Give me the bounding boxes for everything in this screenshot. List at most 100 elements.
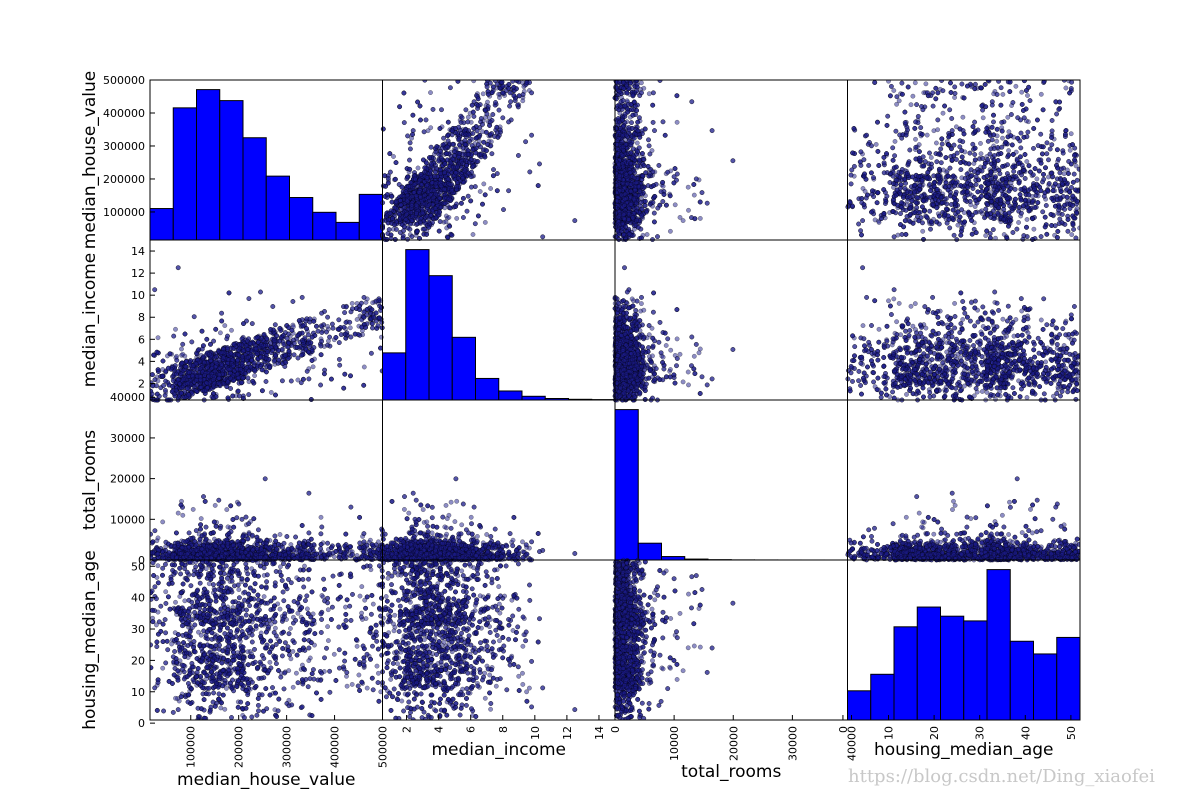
panel-median_house_value-vs-median_house_value [150,89,383,241]
scatter-point [520,98,526,104]
scatter-point [382,173,388,179]
scatter-point [449,232,455,238]
hist-bar-median_house_value-2 [196,89,221,241]
scatter-point [660,199,666,204]
hist-bar-median_house_value-7 [312,211,337,241]
scatter-point [443,219,449,225]
scatter-point [388,232,394,238]
scatter-point [423,117,429,123]
scatter-point [444,144,450,150]
scatter-point [651,210,657,216]
scatter-point [697,199,703,205]
scatter-point [447,181,453,187]
scatter-point [428,90,433,96]
scatter-point [398,202,404,208]
scatter-point [392,176,398,182]
scatter-point [418,216,424,222]
scatter-point [443,173,448,179]
scatter-point [693,176,699,182]
scatter-point [674,171,680,177]
scatter-point [437,171,443,176]
scatter-point [644,232,650,237]
scatter-point [438,155,444,161]
scatter-point [662,132,668,138]
scatter-point [685,184,691,190]
scatter-point [421,129,427,135]
scatter-point [481,139,487,145]
scatter-point [401,90,407,96]
scatter-point [646,137,651,143]
scatter-point [446,196,452,202]
scatter-point [490,173,496,179]
scatter-point [617,89,623,95]
scatter-point [445,133,450,139]
scatter-point [416,189,422,195]
scatter-point [454,215,460,221]
scatter-point [668,228,673,234]
scatter-point [427,155,432,161]
scatter-point [407,166,413,172]
scatter-point [401,224,407,230]
scatter-point [484,84,490,90]
scatter-point [457,142,462,148]
scatter-point [471,80,477,84]
scatter-point [656,162,662,168]
scatter-point [496,107,502,113]
scatter-point [428,125,434,131]
scatter-point [487,132,493,138]
scatter-point [482,192,488,198]
hist-bar-median_house_value-1 [172,107,197,241]
scatter-point [483,129,489,135]
scatter-point [444,157,450,163]
scatter-point [485,91,491,97]
scatter-point [439,107,444,113]
scatter-point [411,182,417,188]
scatter-point [462,142,468,148]
scatter-point [447,223,452,229]
scatter-point [428,144,434,150]
scatter-point [440,142,446,148]
scatter-point [631,146,636,152]
scatter-point [401,120,407,126]
scatter-point [428,212,433,218]
scatter-point [642,126,648,132]
scatter-point [387,169,393,175]
scatter-point [417,103,423,109]
scatter-point [437,209,442,215]
scatter-point [460,161,466,166]
scatter-point [445,119,451,125]
scatter-point [465,148,471,154]
scatter-point [471,114,477,119]
scatter-point [483,148,489,154]
scatter-point [399,184,405,190]
scatter-point [410,128,416,134]
scatter-point [447,163,453,169]
scatter-point [672,202,678,208]
scatter-point [453,170,459,176]
scatter-point [452,149,457,155]
scatter-point [441,187,447,193]
scatter-point [462,168,468,174]
scatter-point [516,153,521,158]
scatter-point [470,232,476,237]
scatter-point [404,211,409,217]
scatter-point [689,99,695,105]
hist-bar-median_house_value-5 [265,175,290,241]
scatter-point [634,84,640,90]
scatter-point [475,213,481,219]
scatter-point [458,120,464,125]
scatter-point [524,80,530,85]
scatter-point [535,183,541,189]
scatter-point [473,145,479,151]
scatter-point [652,128,657,134]
scatter-point [458,200,464,206]
scatter-point [660,183,666,189]
scatter-point [473,150,479,156]
scatter-point [674,119,680,125]
scatter-point [490,112,496,117]
hist-bar-median_house_value-0 [150,208,174,241]
scatter-point [523,139,528,145]
scatter-point [446,214,452,220]
scatter-point [482,154,488,160]
